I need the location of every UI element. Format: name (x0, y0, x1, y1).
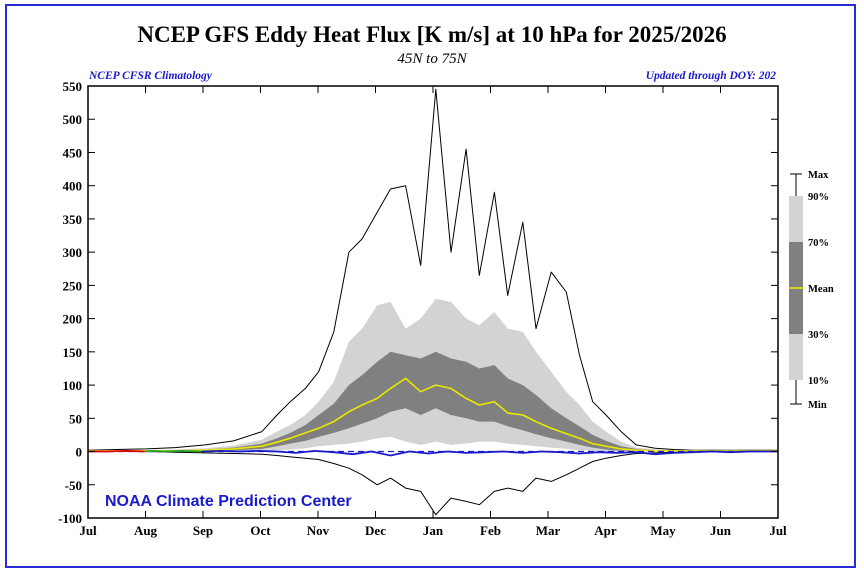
legend-label: Mean (808, 284, 834, 295)
y-tick-label: -50 (65, 478, 82, 493)
y-tick-label: 150 (63, 345, 83, 360)
x-tick-label: Oct (250, 523, 271, 538)
series-min-line (88, 451, 778, 516)
current-year-segment-3 (201, 450, 778, 457)
figure-frame (5, 4, 856, 568)
y-tick-label: 500 (63, 112, 83, 127)
chart-title: NCEP GFS Eddy Heat Flux [K m/s] at 10 hP… (137, 22, 727, 47)
y-tick-label: 350 (63, 212, 83, 227)
x-tick-label: Jul (769, 523, 787, 538)
chart-subtitle: 45N to 75N (397, 51, 467, 67)
x-tick-label: Nov (307, 523, 330, 538)
legend-label: 30% (808, 330, 829, 341)
updated-note: Updated through DOY: 202 (645, 70, 776, 82)
x-tick-label: Sep (193, 523, 213, 538)
series-mean-line (88, 377, 778, 452)
x-tick-label: Apr (594, 523, 617, 538)
y-tick-label: 400 (63, 179, 83, 194)
legend-label: 10% (808, 376, 829, 387)
x-tick-label: Jun (710, 523, 732, 538)
series-max-line (87, 88, 778, 451)
y-tick-label: 200 (63, 312, 83, 327)
y-tick-label: -100 (58, 511, 82, 526)
y-tick-label: 50 (69, 411, 82, 426)
legend-label: Min (808, 400, 827, 411)
y-tick-label: 550 (63, 79, 83, 94)
legend-label: 70% (808, 238, 829, 249)
y-tick-label: 100 (63, 378, 83, 393)
y-tick-label: 250 (63, 278, 83, 293)
x-tick-label: Jul (79, 523, 97, 538)
series-30-70-band (88, 351, 778, 452)
x-tick-label: Jan (423, 523, 444, 538)
x-tick-label: Mar (536, 523, 561, 538)
legend-label: 90% (808, 192, 829, 203)
y-tick-label: 0 (76, 445, 83, 460)
y-tick-label: 450 (63, 145, 83, 160)
plot-area (88, 86, 778, 518)
legend-label: Max (808, 170, 829, 181)
current-year-segment-2 (144, 450, 202, 453)
x-tick-label: May (650, 523, 676, 538)
x-tick-label: Aug (134, 523, 158, 538)
climatology-note: NCEP CFSR Climatology (89, 70, 212, 82)
x-tick-label: Feb (480, 523, 501, 538)
y-tick-label: 300 (63, 245, 83, 260)
x-tick-label: Dec (365, 523, 386, 538)
watermark: NOAA Climate Prediction Center (105, 493, 352, 510)
current-year-segment-1 (88, 450, 145, 453)
